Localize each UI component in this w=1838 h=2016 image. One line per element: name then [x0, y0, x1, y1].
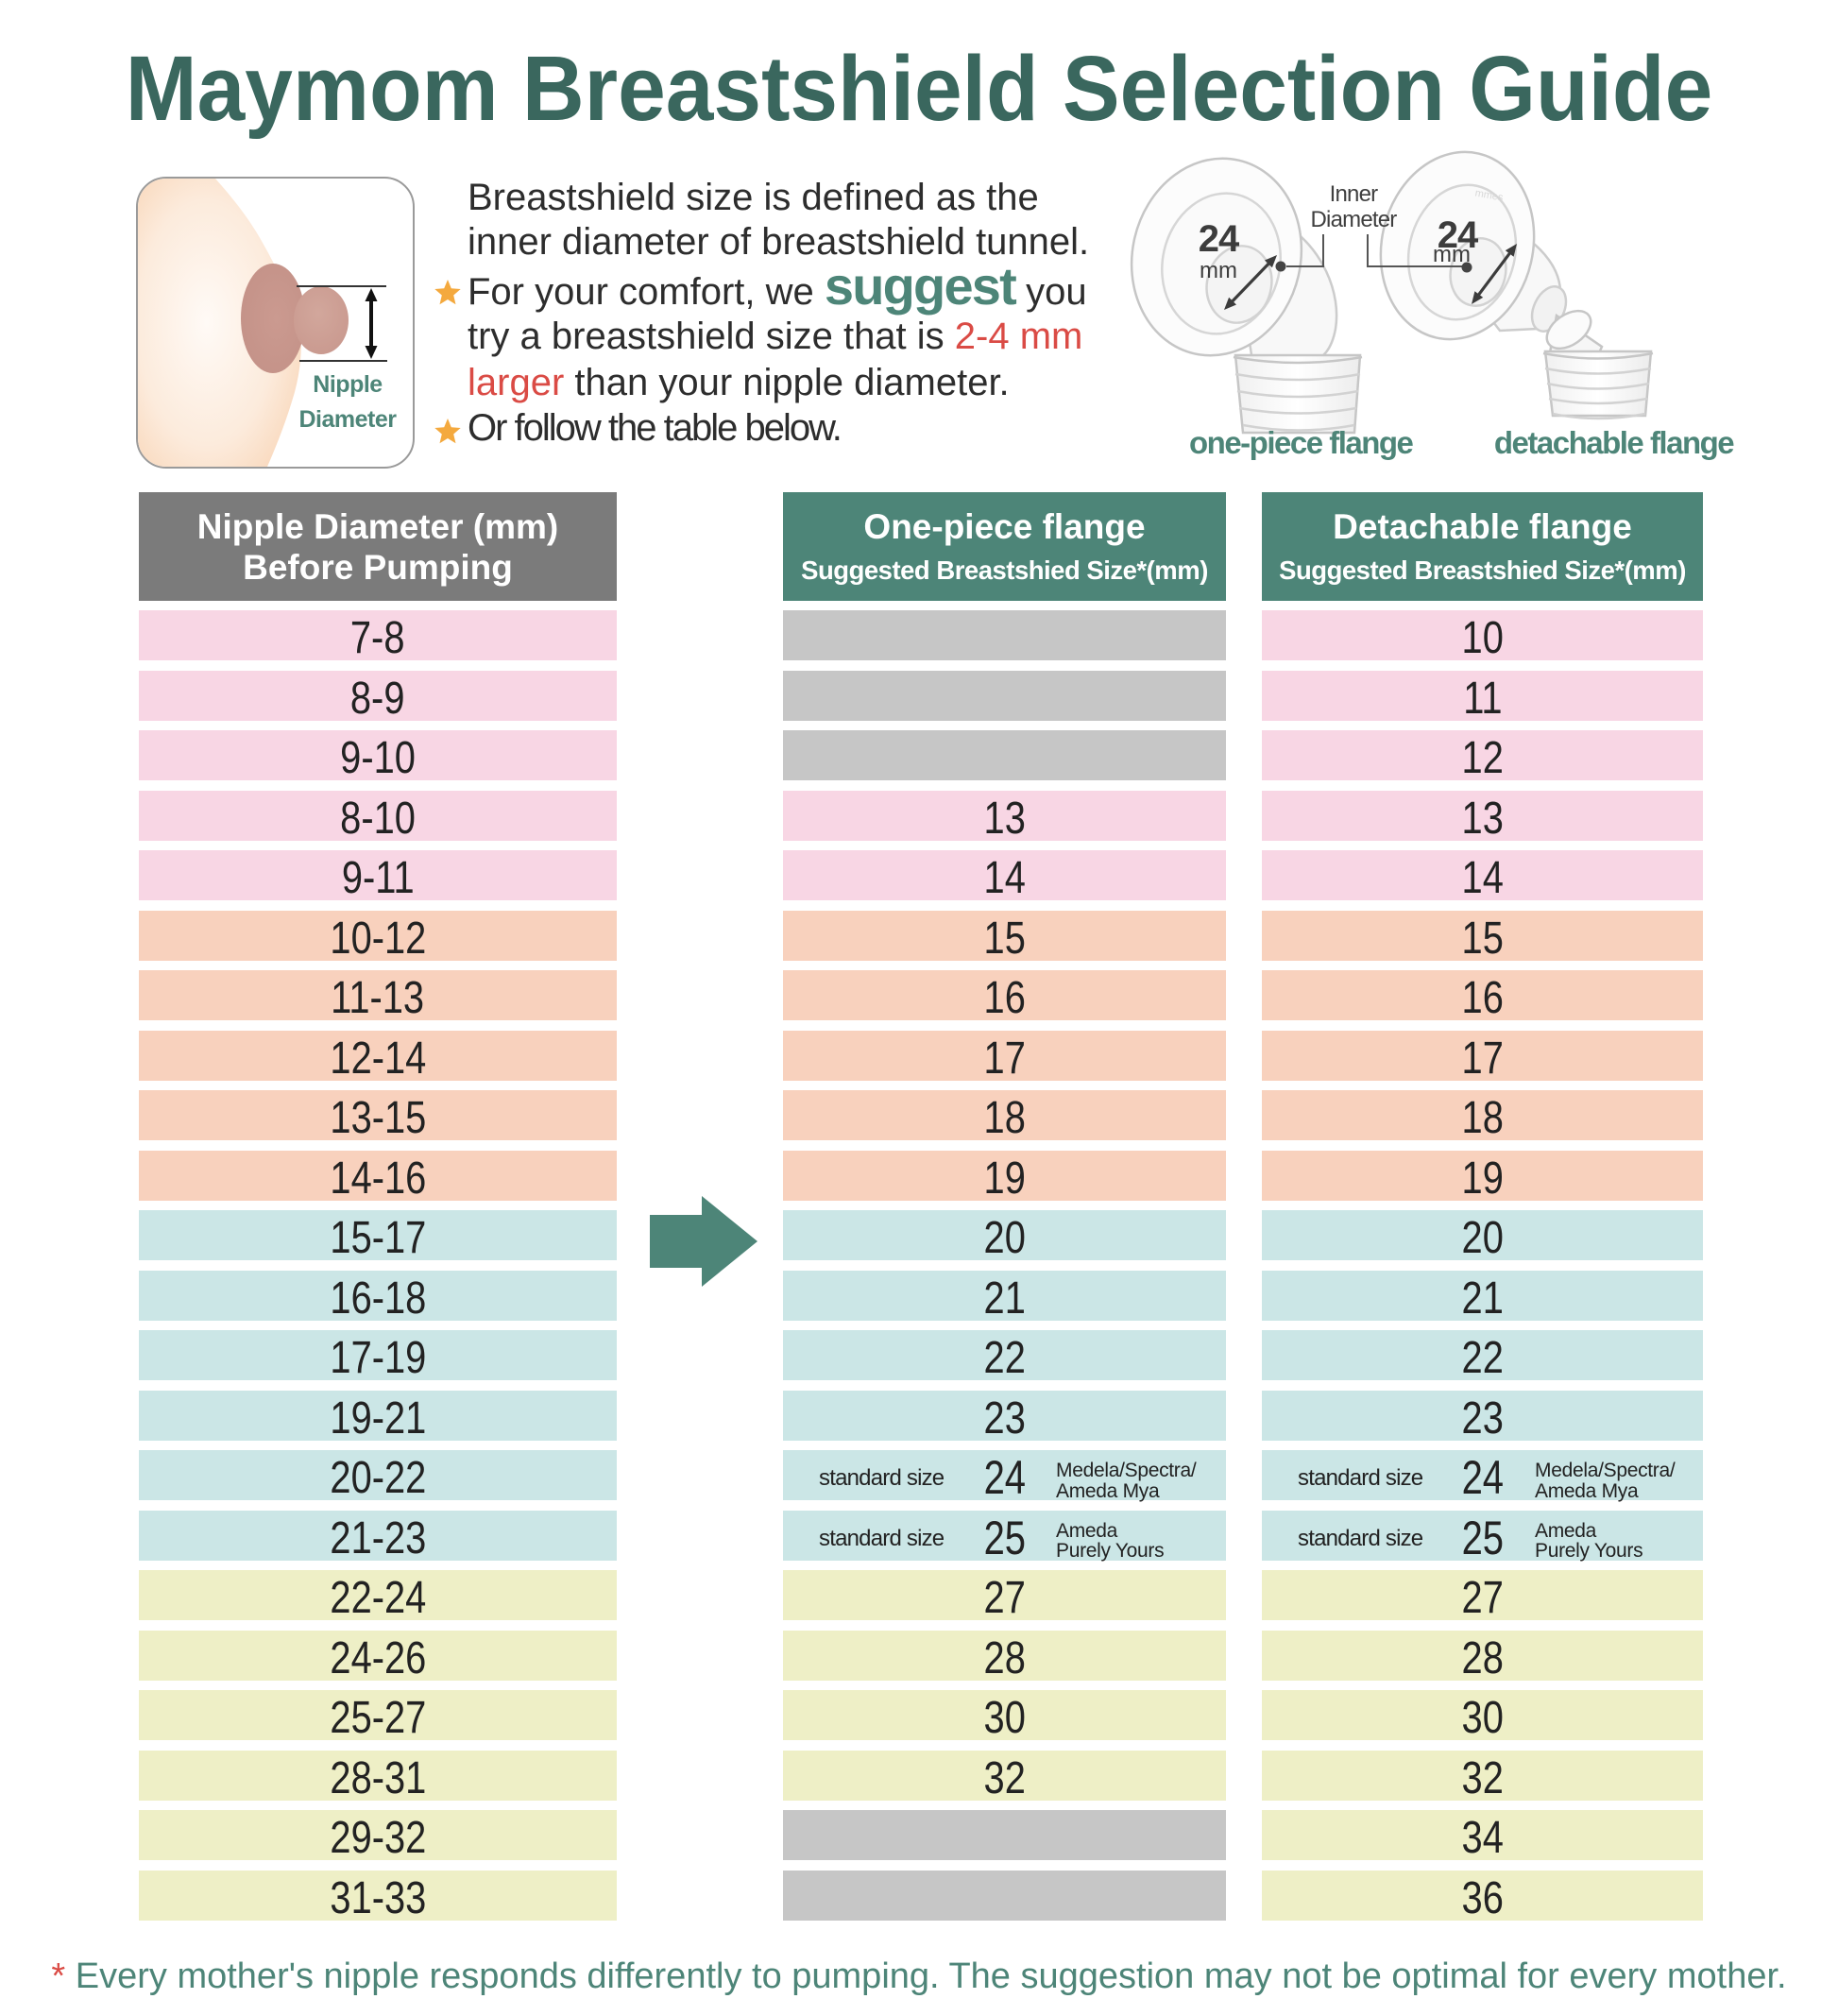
svg-text:24: 24: [1438, 214, 1479, 256]
svg-text:Diameter: Diameter: [1311, 207, 1398, 232]
svg-text:mmes: mmes: [1474, 188, 1505, 204]
svg-text:Inner: Inner: [1330, 181, 1379, 207]
svg-text:mm: mm: [1433, 242, 1471, 267]
svg-text:mm: mm: [1200, 258, 1237, 283]
svg-text:24: 24: [1199, 218, 1240, 260]
